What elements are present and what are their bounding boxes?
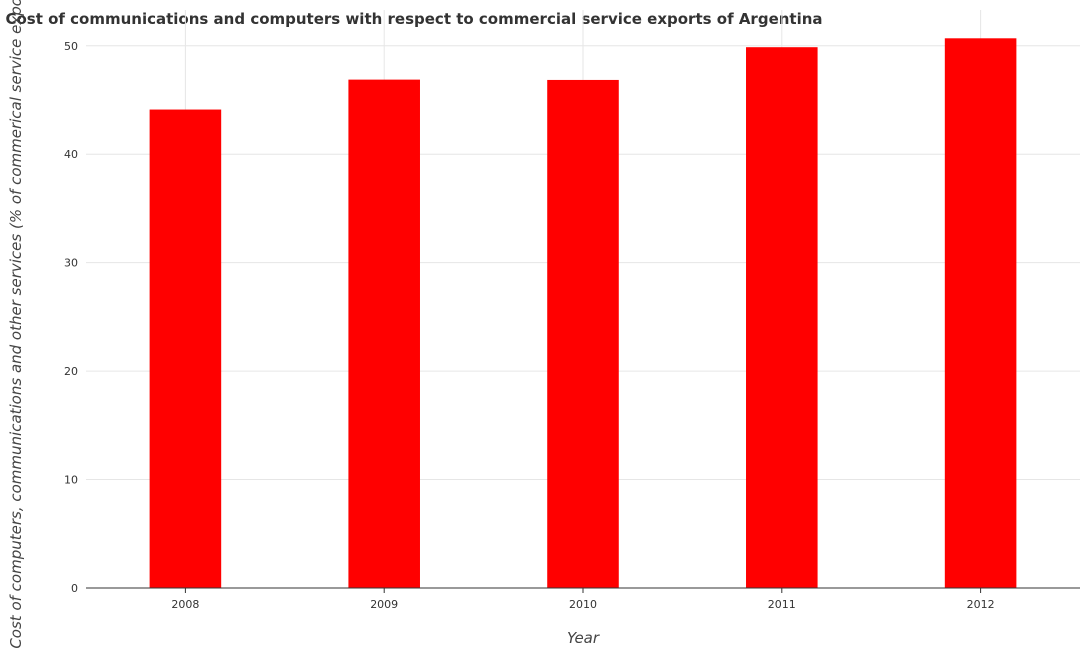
y-tick-label: 30 [64,257,78,270]
y-tick-label: 0 [71,582,78,595]
y-tick-label: 10 [64,474,78,487]
x-tick-label: 2008 [171,598,199,611]
chart-title: Cost of communications and computers wit… [5,10,822,28]
x-tick-label: 2009 [370,598,398,611]
y-axis-label: Cost of computers, communications and ot… [7,0,25,649]
y-ticks: 0 10 20 30 40 50 [64,40,78,595]
y-tick-label: 50 [64,40,78,53]
x-tick-label: 2012 [967,598,995,611]
bar-2010 [547,79,619,588]
x-axis-label: Year [567,629,600,647]
y-tick-label: 20 [64,365,78,378]
bar-2009 [348,79,420,588]
bar-2008 [149,109,222,588]
bar-2012 [944,38,1017,588]
y-tick-label: 40 [64,148,78,161]
x-tick-label: 2010 [569,598,597,611]
bar-2011 [746,47,818,589]
bars [149,38,1017,589]
x-ticks: 2008 2009 2010 2011 2012 [171,588,995,611]
x-tick-label: 2011 [768,598,796,611]
